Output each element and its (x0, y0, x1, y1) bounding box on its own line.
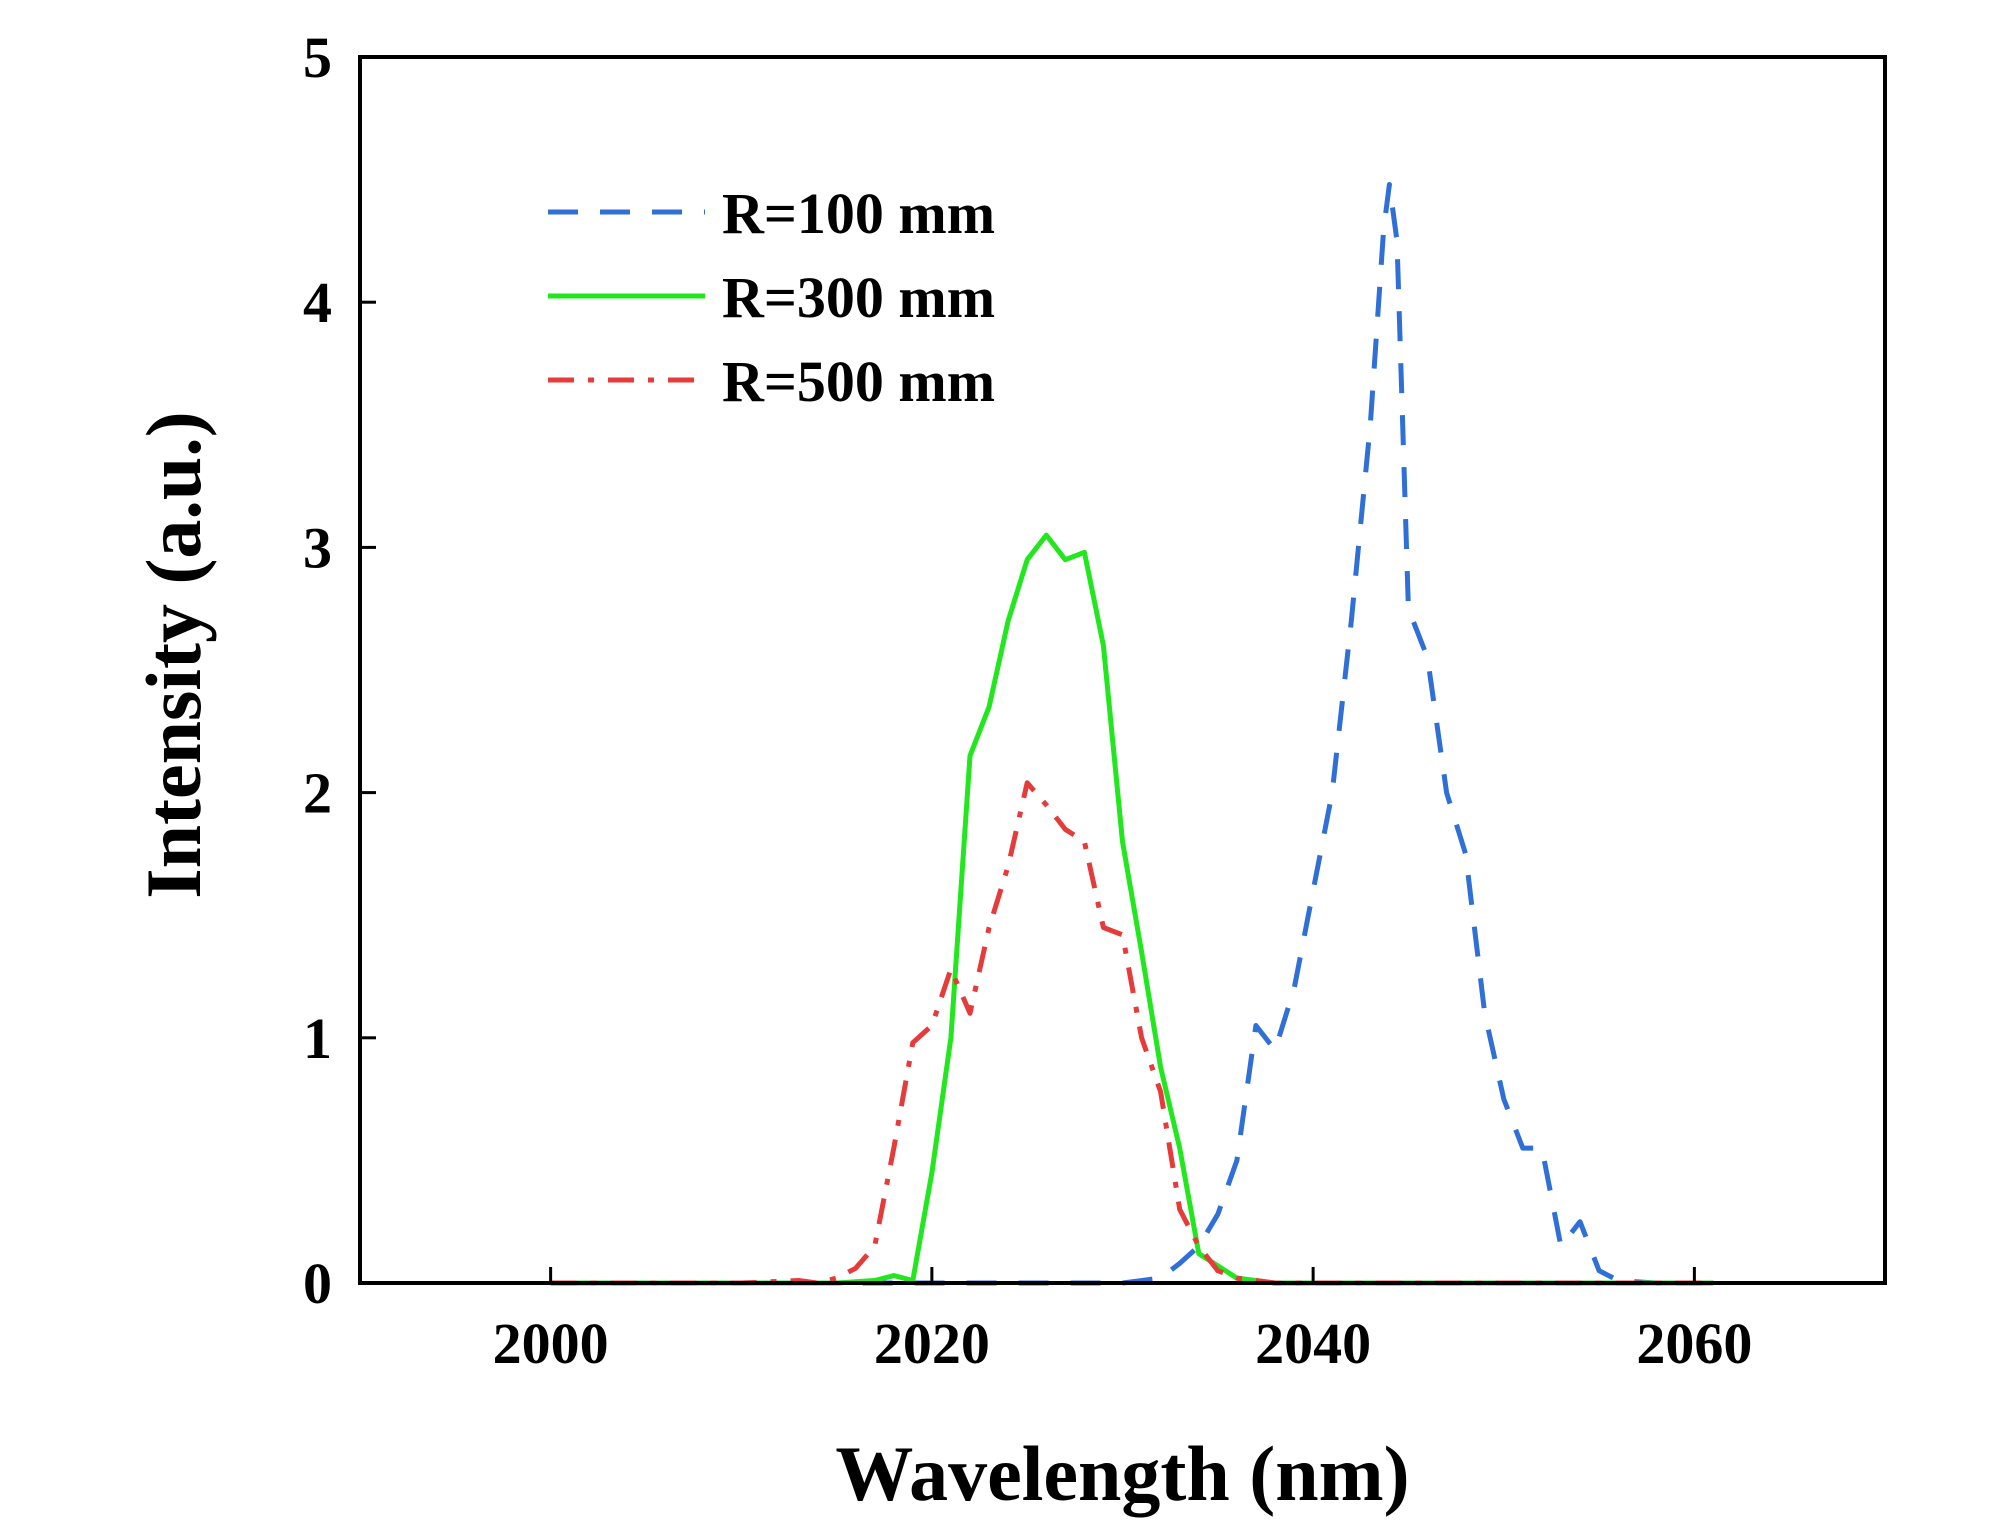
x-tick-label: 2000 (493, 1311, 609, 1376)
series-line-2 (550, 532, 1714, 1286)
y-tick-label: 5 (303, 25, 332, 90)
legend-label-3: R=500 mm (722, 349, 995, 414)
ticks-layer: 2000 2020 2040 2060 0 1 2 3 4 5 (303, 25, 1752, 1376)
y-tick-label: 3 (303, 515, 332, 580)
legend-label-2: R=300 mm (722, 265, 995, 330)
plot-frame (358, 55, 1887, 1285)
x-tick-label: 2040 (1255, 1311, 1371, 1376)
legend-label-1: R=100 mm (722, 181, 995, 246)
y-tick-label: 1 (303, 1006, 332, 1071)
y-tick-label: 4 (303, 270, 332, 335)
series-layer (550, 182, 1714, 1286)
y-tick-label: 0 (303, 1251, 332, 1316)
y-tick-label: 2 (303, 761, 332, 826)
y-axis-title: Intensity (a.u.) (130, 411, 217, 899)
series-line-3 (550, 780, 1714, 1286)
series-line-1 (550, 182, 1714, 1286)
x-tick-label: 2060 (1636, 1311, 1752, 1376)
x-tick-label: 2020 (874, 1311, 990, 1376)
x-axis-title: Wavelength (nm) (835, 1430, 1409, 1517)
legend: R=100 mm R=300 mm R=500 mm (548, 181, 995, 414)
